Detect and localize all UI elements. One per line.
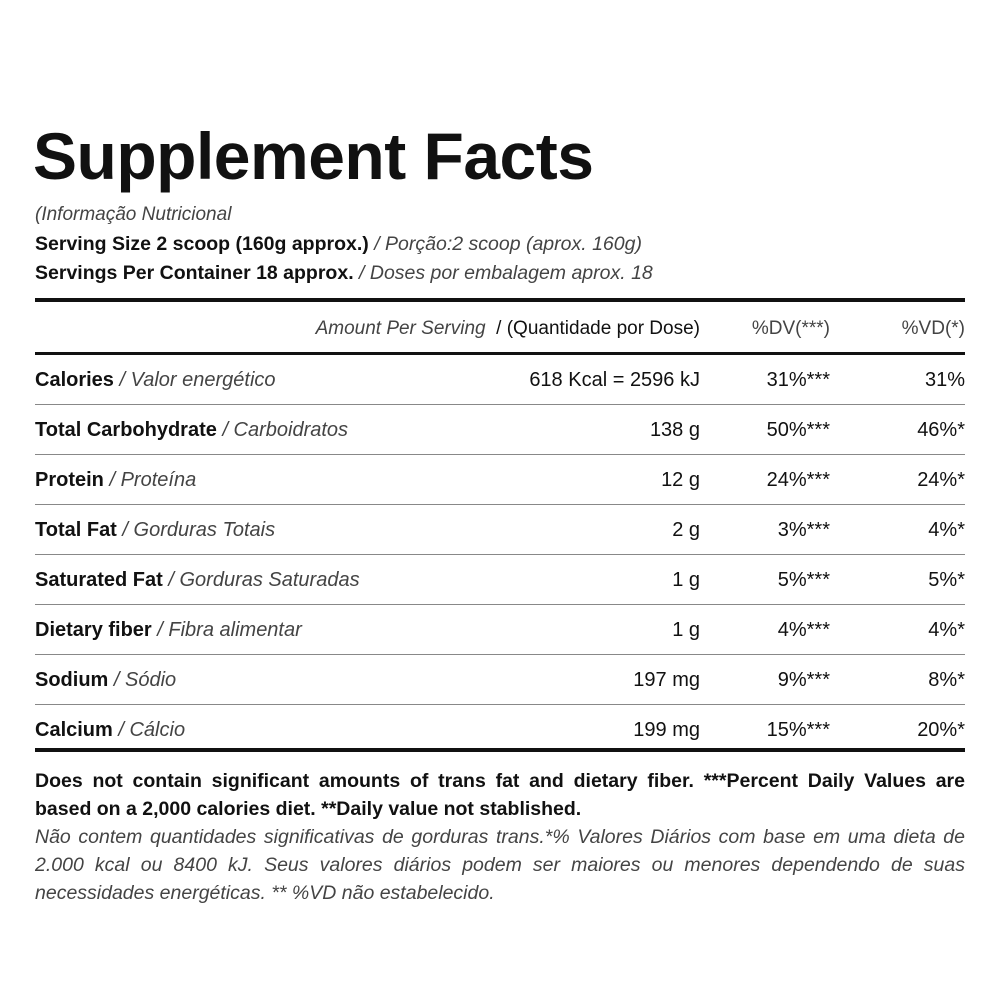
amount: 1 g (672, 619, 700, 641)
vd-value: 8%* (928, 669, 965, 691)
thick-rule (35, 748, 965, 752)
nutrient-name: Calories / Valor energético (35, 355, 276, 405)
dv-value: 4%*** (777, 619, 830, 641)
serving-line: Servings Per Container 18 approx. / Dose… (35, 262, 653, 285)
nutrient-label: Calories (35, 369, 114, 391)
vd-value: 46%* (917, 419, 965, 441)
title: Supplement Facts (33, 119, 594, 193)
table-row: Dietary fiber / Fibra alimentar 1 g 4%*** 4… (35, 605, 965, 655)
nutrient-name: Total Carbohydrate / Carboidratos (35, 405, 348, 455)
nutrient-label: Total Fat (35, 519, 117, 541)
table-header: Amount Per Serving / (Quantidade por Dos… (35, 305, 965, 353)
nutrient-translation: / Fibra alimentar (157, 619, 302, 641)
amount: 199 mg (633, 719, 700, 741)
dv-value: 9%*** (777, 669, 830, 691)
dv-value: 50%*** (766, 419, 830, 441)
dv-value: 15%*** (766, 719, 830, 741)
footer-bold: Does not contain significant amounts of … (35, 770, 965, 820)
vd-value: 24%* (917, 469, 965, 491)
nutrient-label: Sodium (35, 669, 109, 691)
nutrient-translation: / Sódio (113, 669, 177, 691)
vd-header: %VD(*) (901, 318, 965, 339)
nutrient-name: Total Fat / Gorduras Totais (35, 505, 275, 555)
table-row: Calcium / Cálcio 199 mg 15%*** 20%* (35, 705, 965, 755)
table-row: Total Carbohydrate / Carboidratos 138 g 50… (35, 405, 965, 455)
vd-value: 31% (924, 369, 965, 391)
nutrient-translation: / Gorduras Totais (122, 519, 276, 541)
subtitle: (Informação Nutricional (35, 204, 232, 225)
footer: Does not contain significant amounts of … (35, 767, 965, 907)
table-row: Protein / Proteína 12 g 24%*** 24%* (35, 455, 965, 505)
dv-value: 31%*** (766, 369, 830, 391)
serving-translation: / Doses por embalagem aprox. 18 (359, 262, 653, 284)
header-text: / (Quantidade por Dose) (496, 318, 700, 339)
nutrient-translation: / Cálcio (118, 719, 186, 741)
table-row: Sodium / Sódio 197 mg 9%*** 8%* (35, 655, 965, 705)
vd-value: 4%* (928, 519, 965, 541)
vd-value: 4%* (928, 619, 965, 641)
nutrient-name: Saturated Fat / Gorduras Saturadas (35, 555, 360, 605)
table-row: Saturated Fat / Gorduras Saturadas 1 g 5%*… (35, 555, 965, 605)
amount: 618 Kcal = 2596 kJ (529, 369, 700, 391)
dv-value: 3%*** (777, 519, 830, 541)
serving-line: Serving Size 2 scoop (160g approx.) / Po… (35, 233, 642, 256)
amount: 1 g (672, 569, 700, 591)
amount: 138 g (649, 419, 700, 441)
amount: 197 mg (633, 669, 700, 691)
amount: 12 g (661, 469, 700, 491)
header-text: Amount Per Serving (315, 318, 486, 339)
serving-label: Servings Per Container 18 approx. (35, 262, 354, 284)
amount-header: Amount Per Serving / (Quantidade por Dos… (316, 305, 700, 353)
vd-value: 5%* (928, 569, 965, 591)
table-row: Total Fat / Gorduras Totais 2 g 3%*** 4%* (35, 505, 965, 555)
amount: 2 g (672, 519, 700, 541)
footer-italic: Não contem quantidades significativas de… (35, 826, 965, 904)
nutrient-translation: / Proteína (109, 469, 197, 491)
dv-header: %DV(***) (751, 318, 830, 339)
serving-translation: / Porção:2 scoop (aprox. 160g) (374, 233, 642, 255)
nutrient-name: Protein / Proteína (35, 455, 196, 505)
nutrient-name: Sodium / Sódio (35, 655, 176, 705)
table-row: Calories / Valor energético 618 Kcal = 25… (35, 355, 965, 405)
nutrient-label: Dietary fiber (35, 619, 152, 641)
nutrient-translation: / Valor energético (119, 369, 276, 391)
dv-value: 5%*** (777, 569, 830, 591)
nutrient-label: Total Carbohydrate (35, 419, 217, 441)
nutrient-name: Dietary fiber / Fibra alimentar (35, 605, 302, 655)
serving-label: Serving Size 2 scoop (160g approx.) (35, 233, 369, 255)
nutrient-translation: / Gorduras Saturadas (168, 569, 360, 591)
nutrient-name: Calcium / Cálcio (35, 705, 185, 755)
nutrient-label: Saturated Fat (35, 569, 163, 591)
thick-rule (35, 298, 965, 302)
thick-rule (35, 352, 965, 355)
nutrient-label: Calcium (35, 719, 113, 741)
vd-value: 20%* (917, 719, 965, 741)
dv-value: 24%*** (766, 469, 830, 491)
nutrient-label: Protein (35, 469, 104, 491)
nutrient-translation: / Carboidratos (222, 419, 349, 441)
